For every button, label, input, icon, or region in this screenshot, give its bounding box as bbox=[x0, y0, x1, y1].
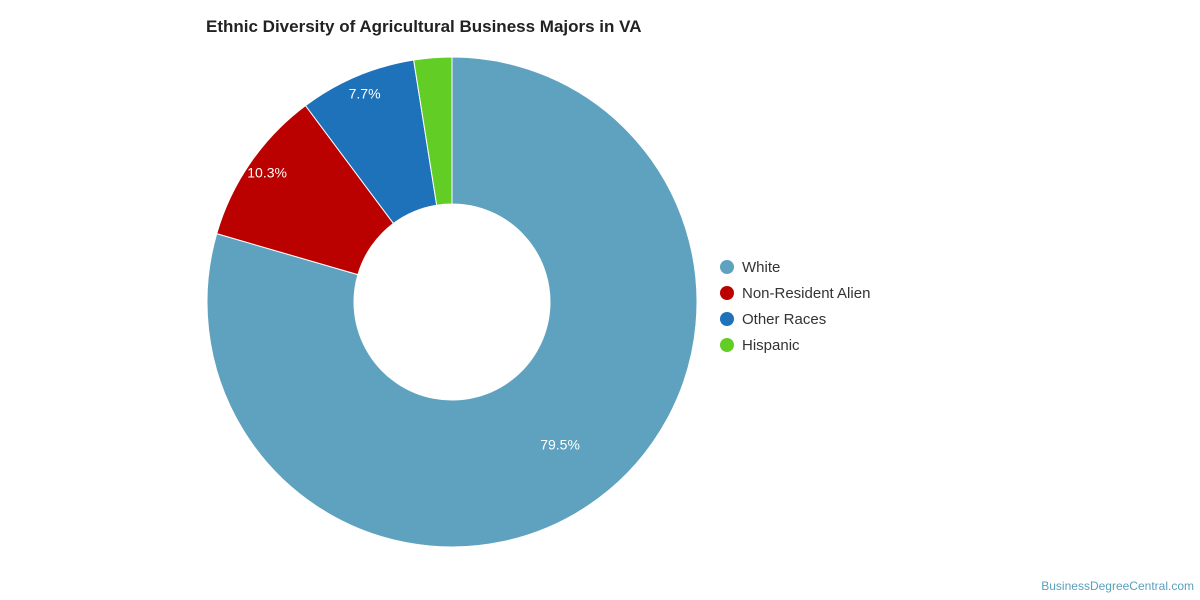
legend-label: Non-Resident Alien bbox=[742, 284, 871, 302]
legend-swatch bbox=[720, 260, 734, 274]
legend-item-non-resident-alien[interactable]: Non-Resident Alien bbox=[720, 280, 870, 306]
slice-hispanic[interactable] bbox=[413, 56, 453, 206]
legend: White Non-Resident Alien Other Races Hispan… bbox=[720, 254, 870, 358]
legend-label: White bbox=[742, 258, 781, 276]
legend-item-hispanic[interactable]: Hispanic bbox=[720, 332, 870, 358]
slice-non-resident-alien[interactable] bbox=[216, 104, 395, 276]
data-label-non-resident-alien: 10.3% bbox=[247, 164, 287, 180]
slice-labels: 79.5% 10.3% 7.7% bbox=[247, 85, 580, 452]
legend-label: Hispanic bbox=[742, 336, 800, 354]
slices bbox=[206, 56, 698, 548]
data-label-other-races: 7.7% bbox=[349, 85, 381, 101]
legend-item-other-races[interactable]: Other Races bbox=[720, 306, 870, 332]
slice-white[interactable] bbox=[206, 56, 698, 548]
site-credit[interactable]: BusinessDegreeCentral.com bbox=[1041, 579, 1194, 593]
legend-swatch bbox=[720, 286, 734, 300]
data-label-white: 79.5% bbox=[540, 437, 580, 453]
legend-swatch bbox=[720, 312, 734, 326]
legend-label: Other Races bbox=[742, 310, 827, 328]
legend-item-white[interactable]: White bbox=[720, 254, 870, 280]
legend-swatch bbox=[720, 338, 734, 352]
chart-title: Ethnic Diversity of Agricultural Busines… bbox=[206, 17, 642, 36]
